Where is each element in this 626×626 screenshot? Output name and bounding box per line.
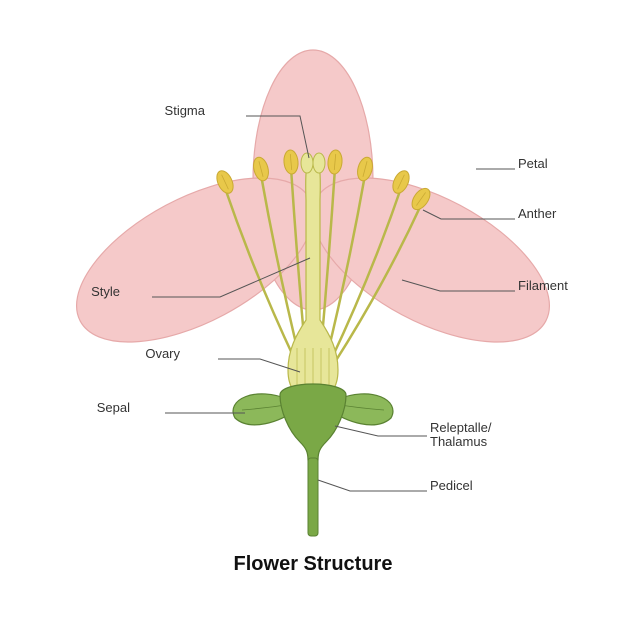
stigma-lobe-right [313,153,325,173]
label-petal: Petal [518,156,548,171]
diagram-title: Flower Structure [234,553,393,575]
pedicel-stem [308,458,318,536]
base-group [233,384,393,536]
label-anther: Anther [518,206,557,221]
label-sepal: Sepal [97,400,130,415]
stigma-lobe-left [301,153,313,173]
leader-pedicel [318,480,427,491]
label-pedicel: Pedicel [430,478,473,493]
label-stigma: Stigma [165,103,206,118]
flower-structure-diagram: Stigma Style Ovary Sepal Petal Anther Filament… [0,0,626,626]
label-ovary: Ovary [145,346,180,361]
label-style: Style [91,284,120,299]
label-filament: Filament [518,278,568,293]
label-receptacle: Releptalle/Thalamus [430,420,492,449]
receptacle [280,384,346,460]
leader-receptacle [335,426,427,436]
